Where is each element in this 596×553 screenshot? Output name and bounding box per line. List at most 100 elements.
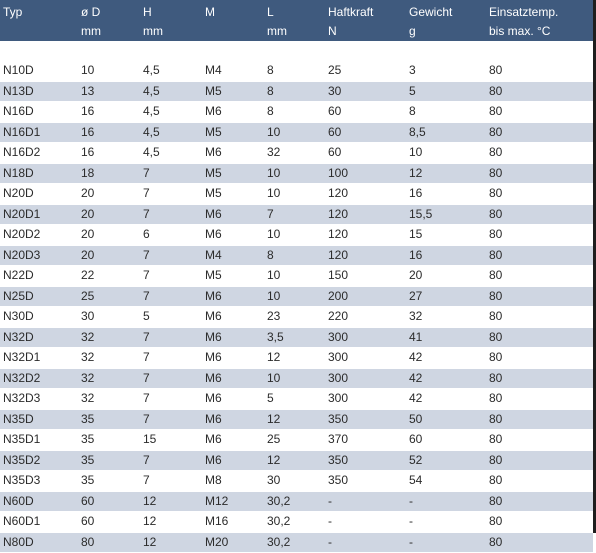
cell-haftkraft: 25 xyxy=(328,61,409,82)
cell-length: 7 xyxy=(267,204,328,225)
cell-einsatztemp: 80 xyxy=(489,388,593,410)
header-einsatztemp: Einsatztemp. bis max. °C xyxy=(489,5,559,38)
cell-einsatztemp: 80 xyxy=(489,429,593,451)
cell-typ: N60D1 xyxy=(0,511,81,533)
cell-haftkraft: 300 xyxy=(328,388,409,410)
cell-typ: N32D3 xyxy=(0,388,81,410)
cell-haftkraft: 370 xyxy=(328,429,409,451)
cell-height: 7 xyxy=(143,388,205,410)
table-row: N35D3 35 7 M8 30 350 54 80 xyxy=(0,470,593,492)
cell-haftkraft: - xyxy=(328,511,409,533)
cell-diameter: 35 xyxy=(81,429,143,451)
cell-thread: M6 xyxy=(205,306,267,328)
cell-thread: M6 xyxy=(205,142,267,164)
cell-gewicht: 3 xyxy=(409,61,489,82)
cell-height: 4,5 xyxy=(143,61,205,82)
cell-einsatztemp: 80 xyxy=(489,327,593,348)
cell-height: 7 xyxy=(143,245,205,266)
cell-einsatztemp: 80 xyxy=(489,142,593,164)
header-spacer xyxy=(0,41,593,62)
table-row: N20D1 20 7 M6 7 120 15,5 80 xyxy=(0,204,593,225)
cell-thread: M6 xyxy=(205,388,267,410)
cell-height: 7 xyxy=(143,265,205,287)
cell-einsatztemp: 80 xyxy=(489,409,593,430)
cell-length: 30,2 xyxy=(267,511,328,533)
cell-thread: M6 xyxy=(205,224,267,246)
table-row: N32D1 32 7 M6 12 300 42 80 xyxy=(0,347,593,369)
cell-gewicht: 12 xyxy=(409,163,489,184)
cell-diameter: 80 xyxy=(81,532,143,553)
cell-haftkraft: 100 xyxy=(328,163,409,184)
cell-typ: N20D3 xyxy=(0,245,81,266)
cell-gewicht: 42 xyxy=(409,388,489,410)
cell-einsatztemp: 80 xyxy=(489,511,593,533)
cell-height: 12 xyxy=(143,532,205,553)
cell-length: 8 xyxy=(267,245,328,266)
cell-einsatztemp: 80 xyxy=(489,265,593,287)
cell-einsatztemp: 80 xyxy=(489,122,593,143)
cell-height: 7 xyxy=(143,204,205,225)
table-row: N60D1 60 12 M16 30,2- -80 xyxy=(0,511,593,533)
cell-diameter: 32 xyxy=(81,388,143,410)
table-row: N20D 20 7 M5 10 120 16 80 xyxy=(0,183,593,205)
cell-typ: N32D2 xyxy=(0,368,81,389)
table-row: N35D 35 7 M6 12 350 50 80 xyxy=(0,409,593,430)
cell-diameter: 20 xyxy=(81,224,143,246)
cell-typ: N80D xyxy=(0,532,81,553)
cell-diameter: 18 xyxy=(81,163,143,184)
cell-einsatztemp: 80 xyxy=(489,224,593,246)
cell-thread: M6 xyxy=(205,368,267,389)
cell-typ: N13D xyxy=(0,81,81,102)
cell-haftkraft: 60 xyxy=(328,142,409,164)
cell-height: 7 xyxy=(143,163,205,184)
table-row: N32D2 32 7 M6 10 300 42 80 xyxy=(0,368,593,389)
cell-height: 4,5 xyxy=(143,101,205,123)
cell-height: 7 xyxy=(143,368,205,389)
cell-gewicht: 52 xyxy=(409,450,489,471)
cell-height: 12 xyxy=(143,491,205,512)
header-thread: M xyxy=(205,5,215,19)
cell-haftkraft: 200 xyxy=(328,286,409,307)
cell-gewicht: 20 xyxy=(409,265,489,287)
header-gewicht: Gewicht g xyxy=(409,5,453,38)
cell-length: 30,2 xyxy=(267,532,328,553)
cell-haftkraft: - xyxy=(328,491,409,512)
table-row: N32D3 32 7 M6 5 300 42 80 xyxy=(0,388,593,410)
cell-typ: N16D1 xyxy=(0,122,81,143)
table-row: N35D2 35 7 M6 12 350 52 80 xyxy=(0,450,593,471)
cell-diameter: 60 xyxy=(81,511,143,533)
cell-typ: N18D xyxy=(0,163,81,184)
table-row: N10D 10 4,5 M4 8 25 3 80 xyxy=(0,61,593,82)
cell-length: 8 xyxy=(267,101,328,123)
cell-diameter: 16 xyxy=(81,122,143,143)
cell-thread: M5 xyxy=(205,183,267,205)
cell-diameter: 60 xyxy=(81,491,143,512)
table-row: N16D1 16 4,5 M5 10 60 8,5 80 xyxy=(0,122,593,143)
cell-diameter: 20 xyxy=(81,183,143,205)
cell-thread: M4 xyxy=(205,245,267,266)
cell-gewicht: - xyxy=(409,511,489,533)
cell-length: 10 xyxy=(267,163,328,184)
cell-gewicht: 15 xyxy=(409,224,489,246)
cell-length: 10 xyxy=(267,183,328,205)
cell-typ: N60D xyxy=(0,491,81,512)
cell-haftkraft: 300 xyxy=(328,368,409,389)
cell-length: 23 xyxy=(267,306,328,328)
cell-length: 5 xyxy=(267,388,328,410)
cell-height: 6 xyxy=(143,224,205,246)
cell-diameter: 30 xyxy=(81,306,143,328)
cell-diameter: 16 xyxy=(81,142,143,164)
cell-height: 7 xyxy=(143,347,205,369)
cell-einsatztemp: 80 xyxy=(489,306,593,328)
cell-typ: N16D2 xyxy=(0,142,81,164)
cell-diameter: 13 xyxy=(81,81,143,102)
cell-haftkraft: 150 xyxy=(328,265,409,287)
table-row: N60D 60 12 M12 30,2- -80 xyxy=(0,491,593,512)
cell-gewicht: 41 xyxy=(409,327,489,348)
cell-einsatztemp: 80 xyxy=(489,532,593,553)
data-table: N10D 10 4,5 M4 8 25 3 80 N13D 13 4,5 M5 8 30 5 80 N16D 1 6… xyxy=(0,61,593,553)
